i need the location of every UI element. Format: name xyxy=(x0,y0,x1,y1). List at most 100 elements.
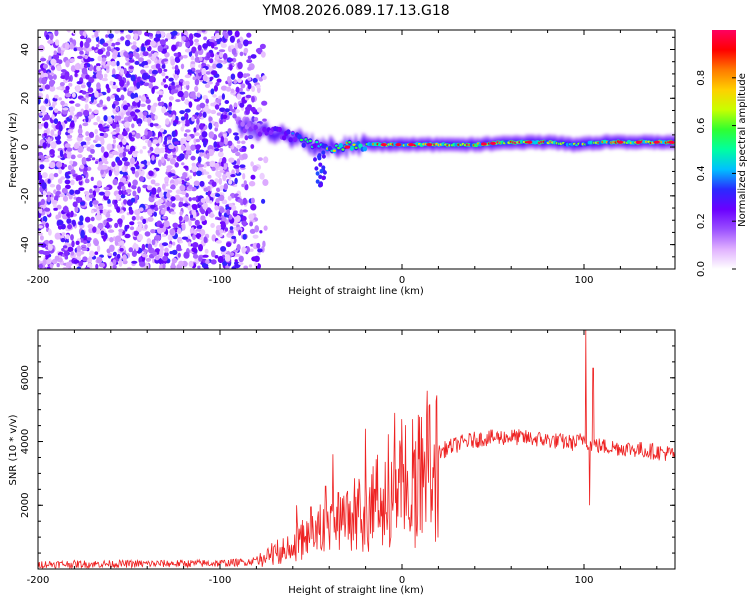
noise-speck xyxy=(75,103,81,107)
noise-speck xyxy=(134,109,141,113)
noise-speck xyxy=(238,229,242,236)
noise-speck xyxy=(124,121,130,128)
noise-speck xyxy=(169,173,176,177)
noise-speck xyxy=(122,151,127,158)
noise-speck xyxy=(147,208,153,215)
noise-speck xyxy=(115,193,121,201)
noise-speck xyxy=(128,59,135,63)
noise-speck xyxy=(184,108,191,113)
noise-speck xyxy=(234,30,240,38)
noise-speck xyxy=(241,183,246,188)
noise-speck xyxy=(181,162,185,166)
noise-speck xyxy=(247,66,252,71)
noise-speck xyxy=(179,184,186,191)
noise-speck xyxy=(184,129,191,133)
signal-band-cell xyxy=(287,131,290,140)
noise-speck xyxy=(90,176,94,181)
noise-speck xyxy=(86,242,92,248)
noise-speck xyxy=(194,78,200,86)
noise-speck xyxy=(62,195,69,202)
noise-speck xyxy=(77,128,83,135)
noise-speck xyxy=(192,234,196,241)
noise-speck xyxy=(105,66,110,70)
noise-speck xyxy=(96,82,101,90)
noise-speck xyxy=(202,254,209,258)
noise-speck xyxy=(46,195,51,203)
colorbar-tick-label: 0.6 xyxy=(696,118,707,134)
noise-speck xyxy=(164,183,169,187)
noise-speck xyxy=(125,145,130,150)
noise-speck xyxy=(96,256,103,264)
noise-speck xyxy=(241,140,246,145)
noise-speck xyxy=(158,159,162,167)
noise-speck xyxy=(88,255,93,263)
noise-speck xyxy=(243,265,249,269)
noise-speck xyxy=(45,34,50,40)
noise-speck xyxy=(131,45,138,50)
noise-speck xyxy=(99,132,105,137)
noise-speck xyxy=(197,164,205,168)
noise-speck xyxy=(92,200,99,205)
noise-speck xyxy=(111,122,117,129)
noise-speck xyxy=(98,161,104,165)
noise-speck xyxy=(234,109,240,114)
noise-speck xyxy=(141,254,149,258)
noise-speck xyxy=(43,114,51,121)
noise-speck xyxy=(38,250,45,255)
noise-speck xyxy=(60,176,66,180)
noise-speck xyxy=(40,243,47,248)
noise-speck xyxy=(71,240,75,248)
noise-speck xyxy=(216,51,220,55)
noise-speck xyxy=(130,74,136,82)
signal-cell xyxy=(277,126,282,133)
noise-speck xyxy=(214,46,218,50)
noise-speck xyxy=(71,92,76,98)
noise-speck xyxy=(250,161,254,167)
noise-speck xyxy=(171,110,177,117)
noise-speck xyxy=(50,58,57,66)
noise-speck xyxy=(145,98,151,104)
noise-speck xyxy=(182,203,189,207)
spectrogram-xlabel: Height of straight line (km) xyxy=(288,286,424,297)
noise-speck xyxy=(185,40,191,48)
noise-speck xyxy=(110,42,116,47)
noise-speck xyxy=(49,162,56,169)
noise-speck xyxy=(85,92,91,98)
noise-speck xyxy=(171,44,177,52)
noise-speck xyxy=(247,77,252,81)
noise-speck xyxy=(214,148,220,152)
noise-speck xyxy=(211,166,216,172)
noise-speck xyxy=(138,248,143,253)
noise-speck xyxy=(180,138,184,146)
noise-speck xyxy=(196,117,200,125)
noise-speck xyxy=(263,156,269,164)
noise-speck xyxy=(139,261,146,267)
signal-band-cell xyxy=(245,119,248,128)
noise-speck xyxy=(86,63,91,68)
noise-speck xyxy=(129,221,135,226)
spectrogram-y-axis: -40 -20 0 20 40 xyxy=(20,36,675,270)
noise-speck xyxy=(38,263,43,269)
noise-speck xyxy=(164,247,169,253)
noise-speck xyxy=(195,69,202,74)
noise-speck xyxy=(69,106,76,113)
noise-speck xyxy=(249,248,254,252)
noise-speck xyxy=(67,246,74,252)
noise-speck xyxy=(210,88,215,95)
noise-speck xyxy=(214,162,220,169)
noise-speck xyxy=(46,191,51,196)
noise-speck xyxy=(122,100,127,105)
noise-speck xyxy=(53,118,59,125)
noise-speck xyxy=(211,181,217,187)
noise-speck xyxy=(153,211,157,217)
noise-speck xyxy=(118,189,122,196)
noise-speck xyxy=(54,108,59,113)
noise-speck xyxy=(80,97,86,101)
noise-speck xyxy=(97,245,101,253)
noise-speck xyxy=(206,52,212,59)
noise-speck xyxy=(243,47,249,54)
noise-speck xyxy=(95,143,102,148)
noise-speck xyxy=(100,230,105,236)
noise-speck xyxy=(234,42,239,49)
